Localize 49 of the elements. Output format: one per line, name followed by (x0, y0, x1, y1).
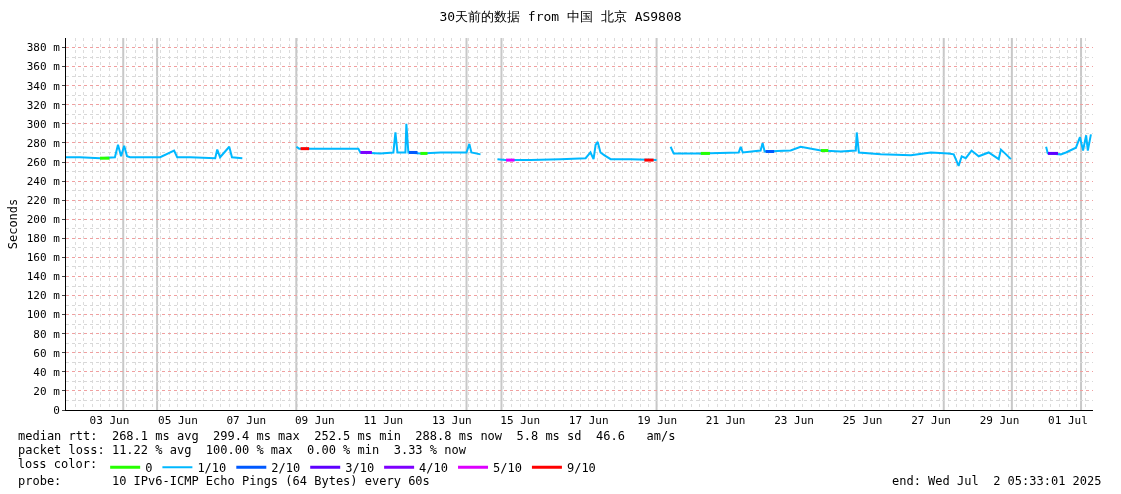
x-tick-label: 07 Jun (226, 414, 267, 428)
x-tick-label: 05 Jun (158, 414, 198, 428)
x-tick-label: 21 Jun (705, 414, 746, 428)
y-tick-label: 100 m (26, 308, 61, 322)
y-tick-label: 340 m (26, 79, 61, 93)
chart-title: 30天前的数据 from 中国 北京 AS9808 (439, 9, 682, 25)
legend-label: 2/10 (271, 460, 301, 475)
y-tick-label: 180 m (26, 232, 61, 246)
x-tick-label: 15 Jun (500, 414, 541, 428)
y-tick-label: 260 m (26, 155, 61, 169)
legend-label: 4/10 (419, 460, 449, 475)
y-tick-label: 220 m (26, 194, 61, 207)
y-tick-label: 320 m (26, 98, 61, 112)
x-tick-label: 13 Jun (431, 414, 472, 428)
x-tick-label: 11 Jun (363, 414, 404, 428)
y-tick-label: 20 m (33, 384, 61, 398)
x-tick-label: 09 Jun (294, 414, 335, 428)
y-tick-label: 300 m (26, 117, 61, 131)
x-tick-label: 25 Jun (842, 414, 883, 428)
x-tick-label: 03 Jun (89, 414, 130, 428)
y-tick-label: 360 m (26, 60, 61, 74)
y-tick-label: 200 m (26, 213, 61, 227)
text: end: Wed Jul 2 05:33:01 2025 (892, 474, 1102, 488)
x-tick-label: 17 Jun (568, 414, 609, 428)
y-tick-label: 140 m (26, 270, 61, 284)
x-tick-label: 29 Jun (979, 414, 1020, 428)
y-axis-title: Seconds (5, 198, 20, 250)
legend-title: loss color: (17, 457, 98, 472)
y-tick-label: 120 m (26, 289, 61, 303)
y-tick-label: 80 m (33, 327, 61, 341)
x-tick-label: 01 Jul (1048, 414, 1088, 428)
text: median rtt: 268.1 ms avg 299.4 ms max 252.5 ms min 288.8 ms now 5.8 ms sd 46.6 am/s (18, 429, 676, 443)
legend-label: 3/10 (345, 460, 375, 475)
legend-label: 5/10 (493, 460, 522, 475)
y-tick-label: 280 m (26, 136, 61, 150)
text: probe: 10 IPv6-ICMP Echo Pings (64 Bytes) every 60s (18, 474, 430, 488)
legend-label: 9/10 (566, 460, 596, 475)
x-tick-label: 19 Jun (637, 414, 678, 428)
y-tick-label: 0 (53, 403, 60, 417)
y-tick-label: 240 m (26, 174, 61, 188)
text: packet loss: 11.22 % avg 100.00 % max 0.00 % min 3.33 % now (18, 443, 467, 457)
legend-label: 1/10 (197, 460, 227, 475)
y-tick-label: 60 m (33, 346, 61, 360)
y-tick-label: 40 m (33, 365, 61, 379)
y-tick-label: 160 m (26, 251, 61, 265)
legend-label: 0 (145, 460, 153, 475)
y-tick-label: 380 m (26, 41, 61, 55)
x-tick-label: 27 Jun (911, 414, 951, 428)
x-tick-label: 23 Jun (774, 414, 814, 428)
